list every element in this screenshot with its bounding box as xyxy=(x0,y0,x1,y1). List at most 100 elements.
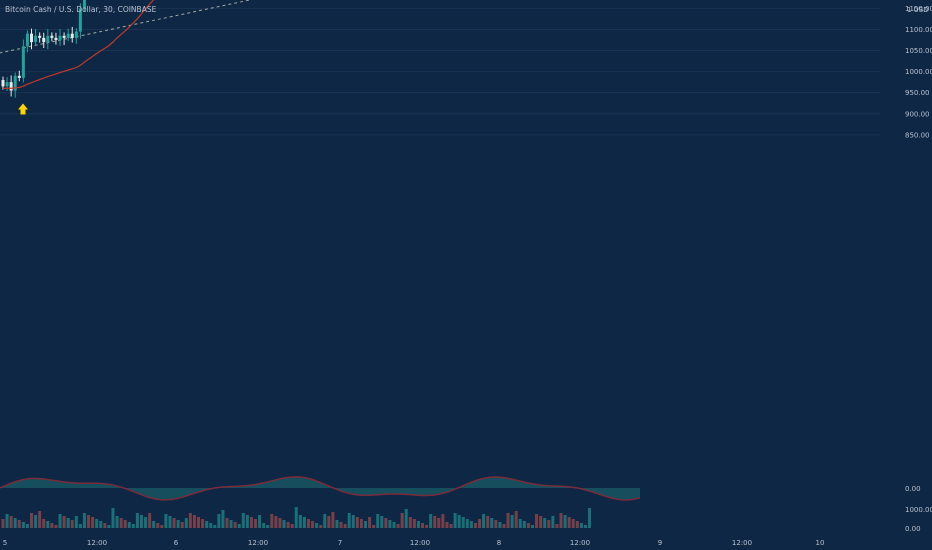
candle-body xyxy=(58,35,62,40)
volume-bar xyxy=(347,513,351,528)
volume-bar xyxy=(311,521,315,528)
channel-lines-layer xyxy=(18,103,28,115)
time-tick-label: 10 xyxy=(816,539,825,547)
time-tick-label: 5 xyxy=(3,539,7,547)
volume-bar xyxy=(172,518,176,528)
time-tick-label: 12:00 xyxy=(570,539,590,547)
volume-label-high: 1000.00 xyxy=(905,506,932,514)
volume-bar xyxy=(465,519,469,528)
volume-bar xyxy=(319,525,323,528)
time-tick-label: 12:00 xyxy=(732,539,752,547)
volume-bar xyxy=(583,525,587,528)
volume-bar xyxy=(184,518,188,528)
volume-bar xyxy=(400,513,404,528)
volume-bar xyxy=(559,513,563,528)
volume-bar xyxy=(229,520,233,528)
volume-bar xyxy=(571,519,575,528)
volume-bar xyxy=(30,513,34,528)
volume-bar xyxy=(25,524,29,528)
volume-bar xyxy=(233,522,237,528)
volume-bar xyxy=(54,525,58,528)
time-axis[interactable]: 5 12:00 6 12:00 7 12:00 8 12:00 9 12:00 10 xyxy=(3,539,825,547)
price-axis[interactable]: 850.00 900.00 950.00 1000.00 1050.00 1100.00 1… xyxy=(902,0,932,139)
candle-body xyxy=(46,35,50,43)
volume-bar xyxy=(380,516,384,528)
candle-body xyxy=(17,75,21,78)
volume-bar xyxy=(66,518,70,528)
volume-bar xyxy=(551,516,555,528)
volume-bar xyxy=(543,518,547,528)
volume-bar xyxy=(152,521,156,528)
volume-bar xyxy=(469,521,473,528)
volume-bar xyxy=(42,519,46,528)
volume-bar xyxy=(70,520,74,528)
volume-bar xyxy=(38,511,42,528)
volume-bar xyxy=(197,517,201,528)
volume-bar xyxy=(209,523,213,528)
volume-bar xyxy=(201,519,205,528)
volume-bar xyxy=(478,519,482,528)
volume-bar xyxy=(123,520,127,528)
candle-body xyxy=(9,82,13,91)
candle-body xyxy=(5,82,9,87)
volume-bar xyxy=(396,524,400,528)
volume-bar xyxy=(306,519,310,528)
volume-bar xyxy=(21,522,25,528)
volume-bar xyxy=(335,520,339,528)
chart-title: Bitcoin Cash / U.S. Dollar, 30, COINBASE xyxy=(5,5,157,14)
arrow-up-icon xyxy=(18,103,28,115)
volume-bar xyxy=(13,518,17,528)
volume-bar xyxy=(339,522,343,528)
volume-bar xyxy=(404,509,408,528)
volume-bar xyxy=(490,518,494,528)
volume-bar xyxy=(445,522,449,528)
volume-bar xyxy=(119,518,123,528)
price-tick-label: 1050.00 xyxy=(905,47,932,55)
lower-dotted-trendline xyxy=(0,0,253,54)
volume-bar xyxy=(498,522,502,528)
candle-body xyxy=(13,75,17,91)
volume-bar xyxy=(494,520,498,528)
candle-body xyxy=(70,33,74,38)
volume-bar xyxy=(315,523,319,528)
volume-bar xyxy=(17,520,21,528)
volume-bar xyxy=(266,525,270,528)
candle-body xyxy=(34,35,38,43)
volume-bar xyxy=(433,516,437,528)
volume-bar xyxy=(502,524,506,528)
volume-bar xyxy=(245,515,249,528)
volume-bar xyxy=(372,525,376,528)
volume-bar xyxy=(213,525,217,528)
volume-bar xyxy=(461,517,465,528)
volume-bar xyxy=(294,507,298,528)
volume-bar xyxy=(103,523,107,528)
moving-average-line xyxy=(2,0,155,90)
volume-bar xyxy=(437,518,441,528)
volume-bar xyxy=(176,520,180,528)
candle-body xyxy=(50,35,54,38)
volume-bar xyxy=(274,516,278,528)
volume-bar xyxy=(46,521,50,528)
volume-bar xyxy=(127,522,131,528)
volume-bar xyxy=(58,514,62,528)
volume-bar xyxy=(249,517,253,528)
volume-bar xyxy=(522,521,526,528)
volume-bar xyxy=(449,524,453,528)
volume-bar xyxy=(412,519,416,528)
volume-bar xyxy=(135,513,139,528)
volume-bar xyxy=(160,525,164,528)
candle-body xyxy=(1,80,5,87)
volume-bar xyxy=(506,513,510,528)
volume-bar xyxy=(302,517,306,528)
volume-bar xyxy=(392,522,396,528)
candle-body xyxy=(30,33,34,43)
time-tick-label: 12:00 xyxy=(248,539,268,547)
volume-bar xyxy=(241,513,245,528)
volume-bar xyxy=(258,515,262,528)
volume-bar xyxy=(588,508,592,528)
volume-bar xyxy=(164,514,168,528)
volume-bar xyxy=(148,513,152,528)
volume-bar xyxy=(225,518,229,528)
volume-bar xyxy=(514,511,518,528)
